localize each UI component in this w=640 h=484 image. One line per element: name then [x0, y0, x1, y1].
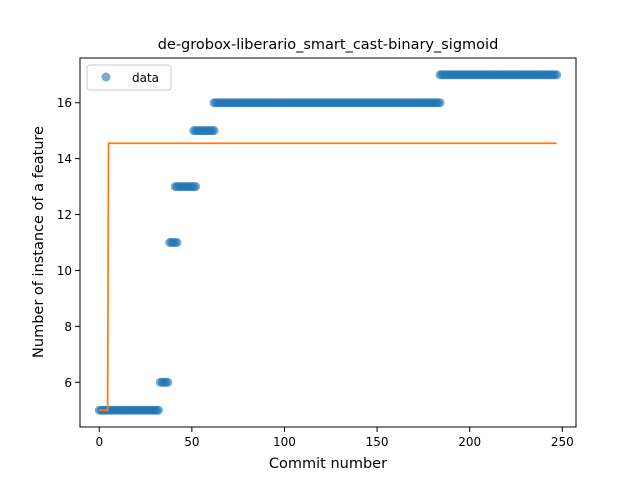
x-tick-label: 50 — [184, 435, 199, 449]
y-tick-label: 6 — [64, 376, 72, 390]
data-point — [172, 238, 182, 247]
chart-title: de-grobox-liberario_smart_cast-binary_si… — [158, 37, 499, 53]
data-point — [209, 126, 219, 136]
y-axis: 6 8 10 12 14 16 — [57, 96, 80, 390]
x-axis: 0 50 100 150 200 250 — [95, 427, 574, 449]
x-tick-label: 0 — [95, 435, 103, 449]
y-tick-label: 16 — [57, 96, 72, 110]
legend-box — [86, 64, 172, 91]
x-tick-label: 200 — [458, 435, 481, 449]
data-point — [435, 98, 445, 108]
x-axis-label: Commit number — [269, 456, 387, 472]
x-tick-label: 150 — [366, 435, 389, 449]
series-line — [99, 142, 557, 412]
y-tick-label: 12 — [57, 208, 72, 222]
legend-label: data — [132, 71, 159, 85]
legend: data — [86, 64, 172, 91]
data-point — [163, 377, 173, 387]
y-axis-label: Number of instance of a feature — [31, 126, 47, 358]
x-tick-label: 250 — [551, 435, 574, 449]
y-tick-label: 14 — [57, 152, 72, 166]
plot-area — [94, 70, 562, 415]
legend-marker — [101, 72, 111, 82]
data-point — [552, 70, 562, 80]
data-point — [154, 405, 164, 415]
y-tick-label: 10 — [57, 264, 72, 278]
data-point — [191, 182, 201, 192]
x-tick-label: 100 — [273, 435, 296, 449]
y-tick-label: 8 — [64, 320, 72, 334]
axes-frame — [79, 57, 577, 428]
